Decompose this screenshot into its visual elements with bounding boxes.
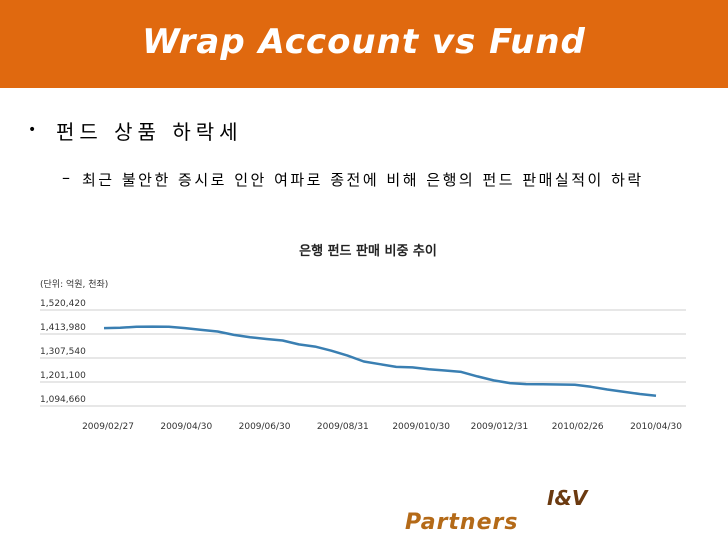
x-tick-label: 2009/08/31 xyxy=(317,422,369,432)
line-chart: 은행 펀드 판매 비중 추이 (단위: 억원, 천좌) 1,094,660 1,2… xyxy=(40,243,686,432)
dash-marker: – xyxy=(62,168,70,187)
x-tick-label: 2009/02/27 xyxy=(82,422,134,432)
series-group xyxy=(103,325,657,398)
y-tick-label: 1,307,540 xyxy=(40,347,86,357)
bottom-bar xyxy=(0,530,728,546)
y-tick-label: 1,201,100 xyxy=(40,371,86,381)
x-tick-label: 2010/04/30 xyxy=(630,422,682,432)
section-heading: 펀드 상품 하락세 xyxy=(56,120,243,144)
chart-title: 은행 펀드 판매 비중 추이 xyxy=(299,243,437,259)
x-tick-label: 2010/02/26 xyxy=(552,422,604,432)
y-tick-label: 1,094,660 xyxy=(40,395,86,405)
x-axis-ticks: 2009/02/27 2009/04/30 2009/06/30 2009/08/31… xyxy=(82,422,682,432)
slide-title: Wrap Account vs Fund xyxy=(142,22,586,62)
x-tick-label: 2009/010/30 xyxy=(392,422,450,432)
y-axis-ticks: 1,094,660 1,201,100 1,307,540 1,413,980 1,52… xyxy=(40,299,86,405)
y-tick-label: 1,520,420 xyxy=(40,299,86,309)
series-line xyxy=(103,325,657,398)
x-tick-label: 2009/04/30 xyxy=(160,422,212,432)
x-tick-label: 2009/012/31 xyxy=(471,422,529,432)
unit-note: (단위: 억원, 천좌) xyxy=(40,278,108,290)
title-bar xyxy=(0,0,728,88)
x-tick-label: 2009/06/30 xyxy=(239,422,291,432)
y-tick-label: 1,413,980 xyxy=(40,323,86,333)
body-text: 최근 불안한 증시로 인안 여파로 종전에 비해 은행의 펀드 판매실적이 하락 xyxy=(82,171,644,189)
bullet-marker: • xyxy=(28,122,37,138)
brand-line-1: I&V xyxy=(547,486,588,510)
grid-lines xyxy=(40,309,686,407)
title-divider xyxy=(0,88,728,91)
